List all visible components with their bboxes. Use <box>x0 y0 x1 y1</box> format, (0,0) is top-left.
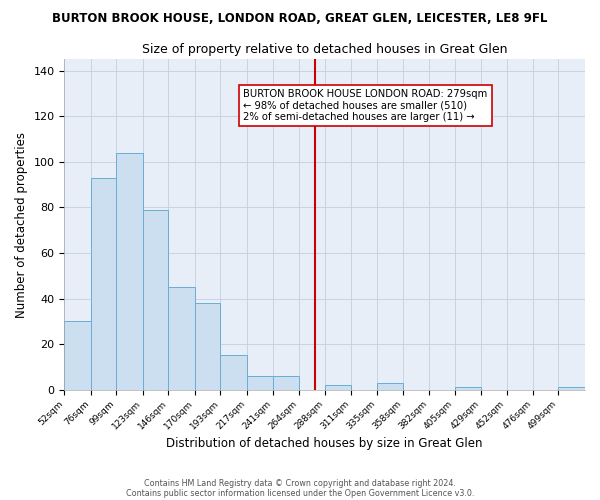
Y-axis label: Number of detached properties: Number of detached properties <box>15 132 28 318</box>
Text: Contains HM Land Registry data © Crown copyright and database right 2024.: Contains HM Land Registry data © Crown c… <box>144 478 456 488</box>
Bar <box>143 210 169 390</box>
Bar <box>274 376 299 390</box>
Bar <box>220 356 247 390</box>
Bar <box>116 153 143 390</box>
Bar <box>559 388 585 390</box>
Title: Size of property relative to detached houses in Great Glen: Size of property relative to detached ho… <box>142 42 508 56</box>
Bar <box>247 376 274 390</box>
Bar <box>169 287 195 390</box>
Bar <box>64 322 91 390</box>
X-axis label: Distribution of detached houses by size in Great Glen: Distribution of detached houses by size … <box>166 437 483 450</box>
Bar <box>377 383 403 390</box>
Bar <box>195 303 220 390</box>
Text: BURTON BROOK HOUSE, LONDON ROAD, GREAT GLEN, LEICESTER, LE8 9FL: BURTON BROOK HOUSE, LONDON ROAD, GREAT G… <box>52 12 548 26</box>
Text: Contains public sector information licensed under the Open Government Licence v3: Contains public sector information licen… <box>126 488 474 498</box>
Bar <box>455 388 481 390</box>
Bar <box>325 385 350 390</box>
Text: BURTON BROOK HOUSE LONDON ROAD: 279sqm
← 98% of detached houses are smaller (510: BURTON BROOK HOUSE LONDON ROAD: 279sqm ←… <box>244 89 488 122</box>
Bar <box>91 178 116 390</box>
